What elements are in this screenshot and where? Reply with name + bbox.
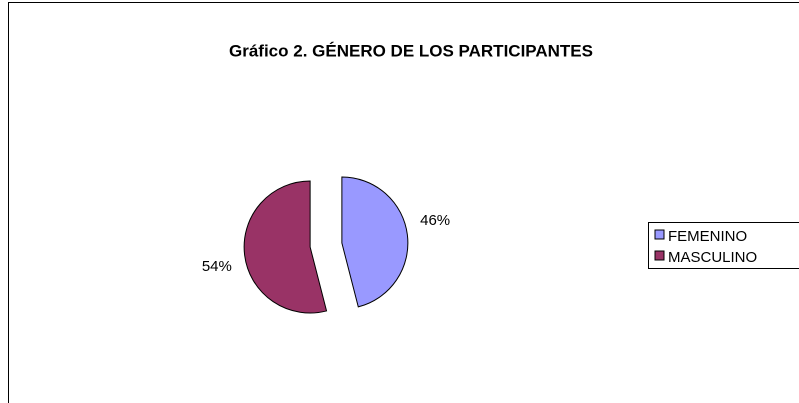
chart-border (8, 2, 799, 403)
chart-title: Gráfico 2. GÉNERO DE LOS PARTICIPANTES (229, 41, 593, 60)
data-label: 46% (420, 212, 450, 229)
legend-swatch (654, 229, 665, 240)
data-label: 54% (202, 258, 232, 275)
legend-label: FEMENINO (668, 228, 747, 245)
legend-swatch (654, 250, 665, 261)
pie-slice (243, 180, 328, 314)
pie-slice (341, 176, 409, 308)
legend-label: MASCULINO (668, 249, 757, 266)
legend-box (648, 222, 799, 269)
